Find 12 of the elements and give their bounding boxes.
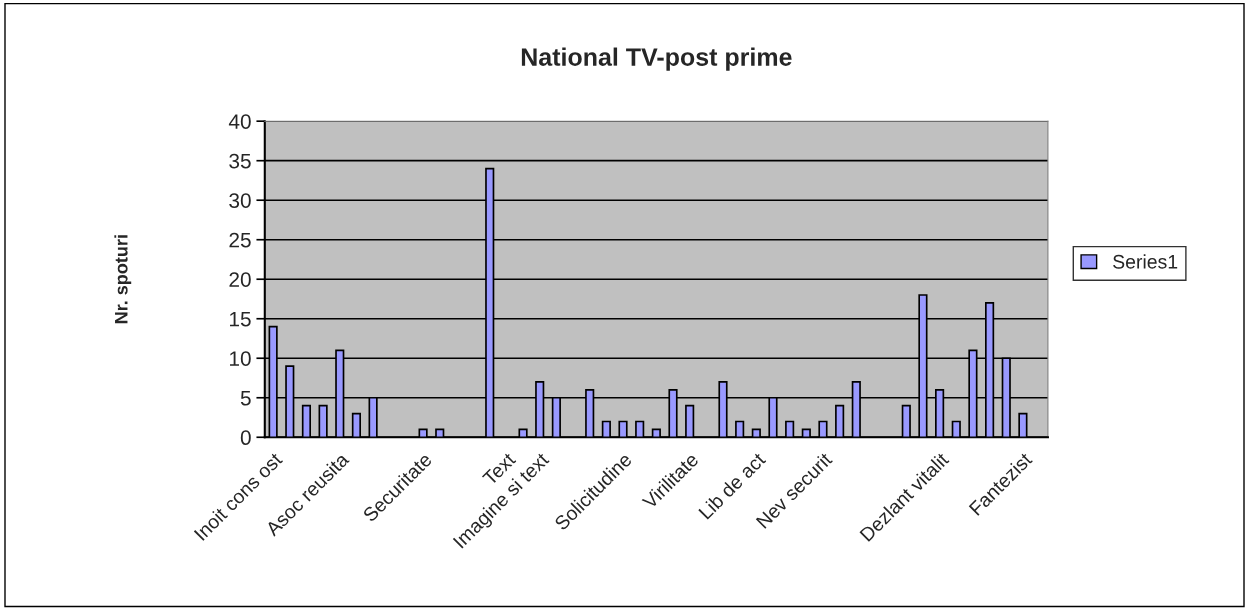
y-tick-label: 5 [240,390,251,406]
y-tick-label: 0 [240,430,251,446]
y-tick-label: 15 [230,311,251,327]
legend-label: Series1 [1113,254,1178,269]
y-tick-label: 30 [229,193,251,208]
y-tick-label: 40 [228,114,251,129]
y-tick-label: 20 [229,272,251,287]
y-axis-title: Nr. spoturi [114,235,132,324]
y-tick-label: 25 [229,232,251,248]
y-tick-label: 10 [230,351,251,366]
y-tick-label: 35 [229,153,251,169]
chart-title: National TV-post prime [521,47,792,71]
